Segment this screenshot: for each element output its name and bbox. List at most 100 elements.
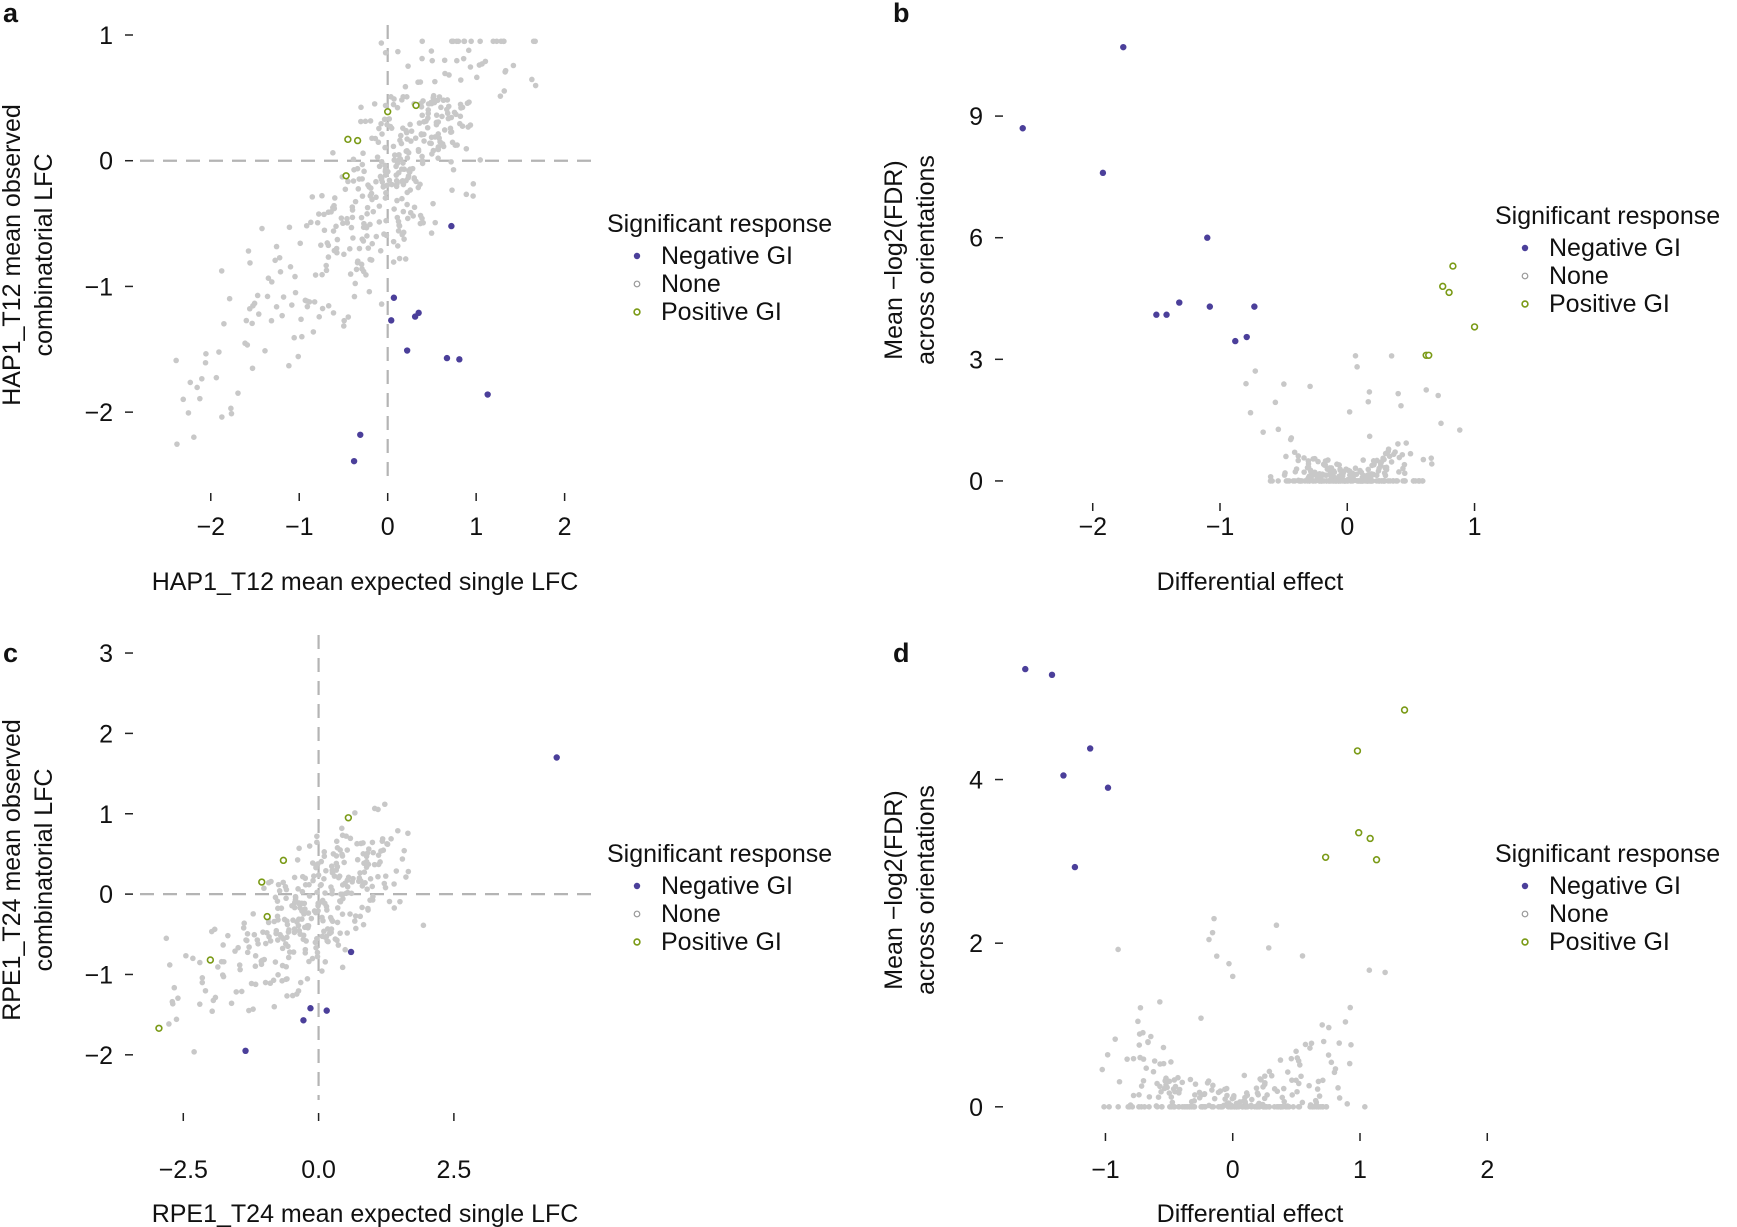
none-point (371, 101, 378, 107)
none-point (369, 135, 375, 142)
gray-point-cloud (1099, 915, 1388, 1110)
none-point (306, 881, 312, 888)
none-point (1284, 478, 1291, 484)
none-point (405, 63, 411, 69)
none-point (337, 898, 343, 904)
none-point (314, 833, 320, 840)
none-point (402, 83, 409, 90)
none-point (378, 301, 385, 307)
none-point (1138, 1083, 1145, 1089)
none-point (404, 155, 411, 161)
none-point (1364, 475, 1371, 481)
none-point (1313, 1099, 1320, 1106)
none-point (454, 142, 460, 148)
none-point (1140, 1056, 1147, 1062)
none-point (404, 189, 411, 196)
y-axis-label-line1: RPE1_T24 mean observed (0, 719, 26, 1021)
none-point (171, 984, 178, 991)
none-point (362, 118, 369, 125)
none-point (316, 314, 323, 320)
none-point (364, 886, 370, 892)
negative-gi-point (443, 354, 451, 362)
none-point (1211, 915, 1217, 922)
none-point (1305, 458, 1312, 464)
legend-none-marker (1521, 910, 1529, 918)
legend-item-label: Negative GI (1549, 872, 1681, 900)
none-point (1365, 466, 1372, 473)
none-point (321, 853, 328, 860)
none-point (1428, 461, 1435, 467)
none-point (448, 159, 454, 165)
x-tick-label: −1 (1206, 513, 1235, 541)
none-point (262, 348, 268, 354)
none-point (391, 206, 397, 212)
none-point (279, 978, 285, 984)
none-point (384, 840, 390, 847)
positive-gi-point (155, 1024, 163, 1033)
none-point (419, 38, 426, 45)
none-point (1399, 451, 1406, 458)
y-tick-label: 4 (969, 767, 983, 795)
none-point (1196, 1089, 1203, 1096)
none-point (319, 192, 325, 199)
y-axis-label-line2: combinatorial LFC (30, 154, 58, 357)
none-point (251, 300, 258, 307)
none-point (378, 175, 385, 182)
legend-item-label: Positive GI (1549, 928, 1670, 956)
none-point (1130, 1092, 1137, 1099)
none-point (1265, 945, 1272, 951)
none-point (449, 38, 456, 45)
none-point (419, 153, 425, 160)
none-point (1261, 1081, 1268, 1088)
panel-letter: c (3, 638, 18, 668)
none-point (359, 176, 365, 182)
none-point (532, 82, 539, 89)
none-point (328, 863, 335, 869)
negative-gi-point (411, 313, 419, 320)
none-point (1420, 456, 1427, 463)
none-point (312, 272, 319, 278)
none-point (259, 225, 265, 232)
none-point (1155, 1094, 1162, 1100)
none-point (291, 904, 298, 911)
none-point (209, 1008, 215, 1015)
none-point (285, 943, 291, 950)
none-point (325, 303, 332, 309)
none-point (334, 845, 341, 851)
none-point (1332, 478, 1338, 484)
negative-gi-point (1071, 863, 1079, 871)
none-point (1115, 1104, 1121, 1110)
none-point (367, 897, 373, 903)
none-point (369, 240, 376, 247)
negative-gi-point (300, 1017, 307, 1024)
none-point (457, 77, 464, 83)
none-point (297, 240, 304, 247)
none-point (1295, 457, 1302, 464)
none-point (236, 962, 243, 968)
none-point (292, 893, 299, 900)
none-point (333, 838, 340, 845)
none-point (334, 919, 341, 926)
none-point (1314, 1086, 1321, 1092)
none-point (1284, 1069, 1291, 1075)
none-point (311, 873, 317, 879)
none-point (395, 827, 401, 834)
none-point (404, 94, 410, 100)
legend-none-marker (1521, 272, 1529, 280)
none-point (391, 905, 398, 911)
none-point (1171, 1104, 1178, 1110)
none-point (1209, 929, 1216, 936)
positive-gi-point (342, 172, 350, 180)
none-point (1360, 457, 1366, 463)
none-point (1101, 1104, 1107, 1110)
none-point (341, 317, 347, 324)
none-point (330, 310, 337, 316)
none-point (440, 97, 447, 104)
none-point (1347, 476, 1353, 483)
none-point (1242, 1094, 1248, 1101)
none-point (1335, 1085, 1341, 1091)
none-point (407, 121, 413, 128)
none-point (1266, 1068, 1273, 1075)
none-point (401, 236, 407, 242)
